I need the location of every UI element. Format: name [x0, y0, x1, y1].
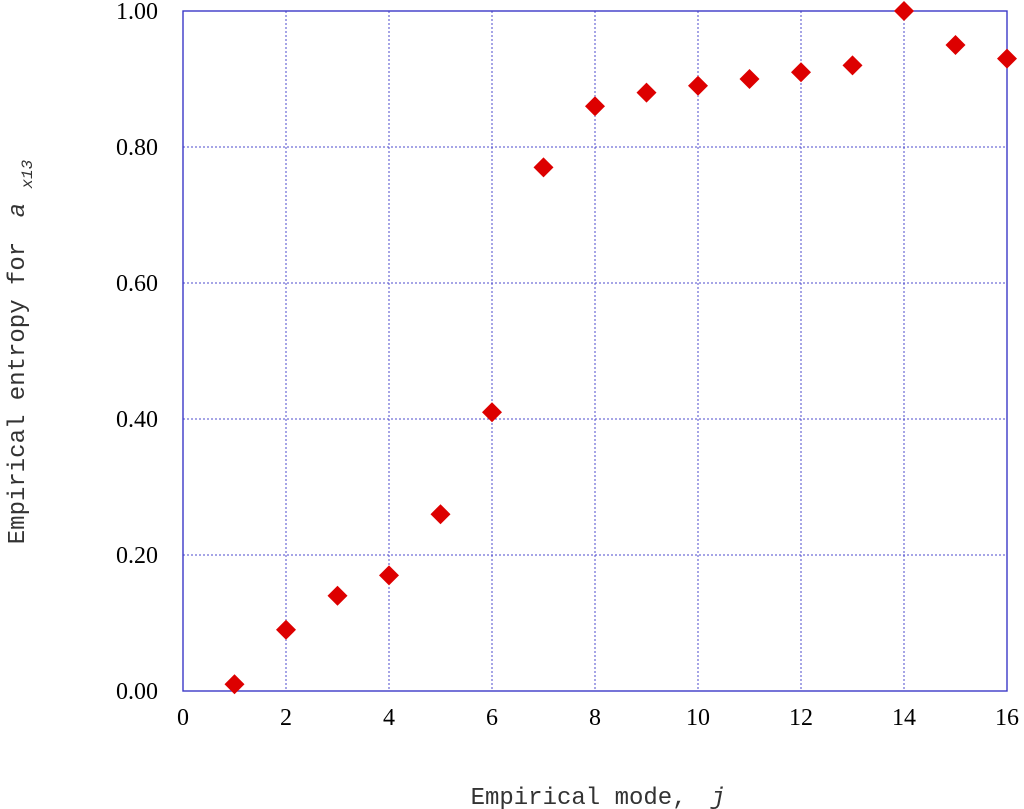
- x-axis-title: Empirical mode, j: [471, 785, 726, 809]
- data-point: [842, 55, 863, 76]
- x-tick-label: 0: [177, 705, 189, 731]
- x-tick-label: 4: [383, 705, 395, 731]
- x-tick-label: 16: [995, 705, 1019, 731]
- x-tick-label: 6: [486, 705, 498, 731]
- data-point: [945, 35, 966, 55]
- plot-frame: [182, 10, 1008, 692]
- data-point: [482, 402, 502, 423]
- y-tick-label: 0.60: [116, 271, 158, 297]
- data-point: [636, 82, 657, 103]
- y-axis-title: Empirical entropy for a x13: [5, 159, 37, 544]
- x-tick-labels: 0 2 4 6 8 10 12 14 16: [177, 705, 1019, 731]
- data-point: [997, 48, 1017, 69]
- data-point: [224, 674, 245, 695]
- x-tick-label: 12: [789, 705, 813, 731]
- y-tick-label: 0.80: [116, 135, 158, 161]
- y-tick-label: 0.20: [116, 543, 158, 569]
- y-tick-label: 0.40: [116, 407, 158, 433]
- data-points: [224, 1, 1017, 695]
- data-point: [327, 585, 348, 606]
- data-point: [585, 96, 605, 117]
- x-tick-label: 14: [892, 705, 916, 731]
- data-point: [276, 619, 296, 640]
- data-point: [894, 1, 914, 21]
- x-tick-label: 2: [280, 705, 292, 731]
- y-tick-label: 1.00: [116, 0, 158, 25]
- y-tick-labels: 0.00 0.20 0.40 0.60 0.80 1.00: [116, 0, 158, 705]
- grid: [183, 11, 1007, 691]
- x-tick-label: 10: [686, 705, 710, 731]
- data-point: [533, 157, 554, 178]
- data-point: [688, 75, 708, 96]
- data-point: [739, 69, 760, 89]
- data-point: [379, 565, 399, 586]
- y-tick-label: 0.00: [116, 679, 158, 705]
- x-tick-label: 8: [589, 705, 601, 731]
- data-point: [791, 62, 811, 83]
- data-point: [430, 504, 451, 525]
